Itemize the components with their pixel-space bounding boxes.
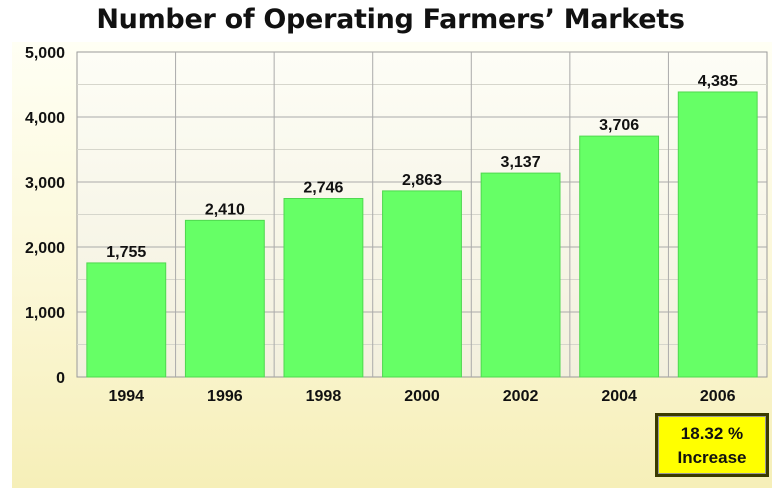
increase-label: Increase (677, 448, 747, 467)
value-label-2004: 3,706 (599, 117, 639, 134)
y-axis: 0 1,000 2,000 3,000 4,000 5,000 (25, 45, 65, 387)
x-tick-label-2004: 2004 (601, 388, 637, 405)
y-tick-label: 5,000 (25, 45, 65, 62)
bar-1994 (86, 262, 167, 378)
chart-title: Number of Operating Farmers’ Markets (96, 4, 685, 35)
x-tick-label-2000: 2000 (404, 388, 440, 405)
y-tick-label: 2,000 (25, 240, 65, 257)
bar-2002 (480, 172, 561, 378)
y-tick-label: 0 (56, 370, 65, 387)
y-tick-label: 1,000 (25, 305, 65, 322)
bar-1998 (283, 198, 364, 378)
increase-percent: 18.32 % (680, 424, 744, 443)
x-tick-label-2006: 2006 (700, 388, 736, 405)
value-label-2000: 2,863 (402, 172, 442, 189)
bars: 1,755 2,410 2,746 2,863 3,137 3,706 4,385 (86, 73, 758, 378)
x-tick-label-1994: 1994 (108, 388, 144, 405)
value-label-2006: 4,385 (698, 73, 738, 90)
x-tick-label-1996: 1996 (207, 388, 243, 405)
bar-2004 (579, 135, 660, 378)
x-tick-label-2002: 2002 (503, 388, 539, 405)
y-tick-label: 4,000 (25, 110, 65, 127)
value-label-2002: 3,137 (501, 154, 541, 171)
value-label-1994: 1,755 (106, 244, 146, 261)
bar-1996 (184, 219, 265, 378)
x-tick-label-1998: 1998 (306, 388, 342, 405)
bar-2006 (677, 91, 758, 378)
bar-2000 (382, 190, 462, 378)
x-axis: 1994 1996 1998 2000 2002 2004 2006 (108, 388, 735, 405)
value-label-1998: 2,746 (303, 180, 343, 197)
y-tick-label: 3,000 (25, 175, 65, 192)
increase-callout: 18.32 % Increase (655, 413, 769, 477)
value-label-1996: 2,410 (205, 201, 245, 218)
